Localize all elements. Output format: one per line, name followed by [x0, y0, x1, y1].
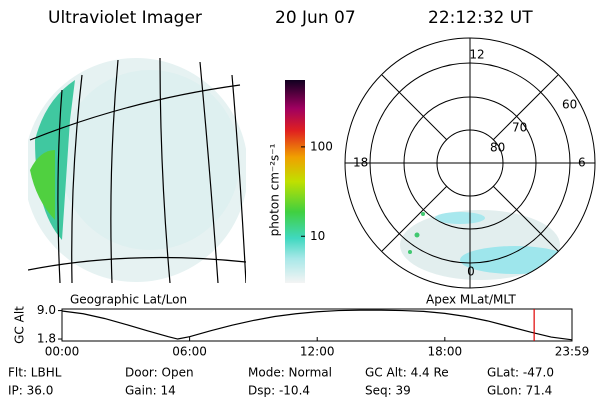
- mlt-label: 12: [469, 48, 484, 62]
- time: 22:12:32 UT: [428, 8, 533, 28]
- x-tick-label: 12:00: [300, 345, 335, 359]
- status: Dsp: -10.4: [248, 384, 310, 398]
- altitude-frame: [61, 308, 573, 342]
- status: Seq: 39: [365, 384, 411, 398]
- status: Door: Open: [125, 366, 194, 380]
- x-tick-label: 00:00: [45, 345, 80, 359]
- title: Ultraviolet Imager: [48, 8, 202, 28]
- altitude-line: [61, 309, 573, 341]
- x-tick-label: 06:00: [172, 345, 207, 359]
- image-label: Geographic Lat/Lon: [70, 293, 187, 307]
- colorbar-tick-label: 100: [310, 139, 333, 153]
- altitude-ylabel: GC Alt: [13, 306, 27, 344]
- colorbar: [285, 80, 305, 283]
- y-tick-label: 1.8: [37, 332, 56, 346]
- status: Mode: Normal: [248, 366, 332, 380]
- x-tick-label: 18:00: [428, 345, 463, 359]
- mlat-label: 60: [562, 98, 577, 112]
- mlt-label: 6: [578, 156, 586, 170]
- polar-image: 12 18 6 0 60 70 80: [344, 37, 596, 289]
- status: GLon: 71.4: [487, 384, 552, 398]
- mlat-label: 70: [512, 121, 527, 135]
- status: GC Alt: 4.4 Re: [365, 366, 449, 380]
- x-tick-label: 23:59: [555, 345, 590, 359]
- status: GLat: -47.0: [487, 366, 554, 380]
- status: Flt: LBHL: [8, 366, 62, 380]
- y-tick-label: 9.0: [37, 303, 56, 317]
- status: Gain: 14: [125, 384, 176, 398]
- mlat-label: 80: [490, 141, 505, 155]
- date: 20 Jun 07: [275, 8, 356, 28]
- mlt-label: 0: [467, 265, 475, 279]
- colorbar-tick-label: 10: [310, 229, 325, 243]
- geographic-image: [28, 57, 246, 283]
- image-label: Apex MLat/MLT: [426, 293, 516, 307]
- mlt-label: 18: [353, 156, 368, 170]
- colorbar-label: photon cm⁻²s⁻¹: [268, 143, 282, 236]
- status: IP: 36.0: [8, 384, 53, 398]
